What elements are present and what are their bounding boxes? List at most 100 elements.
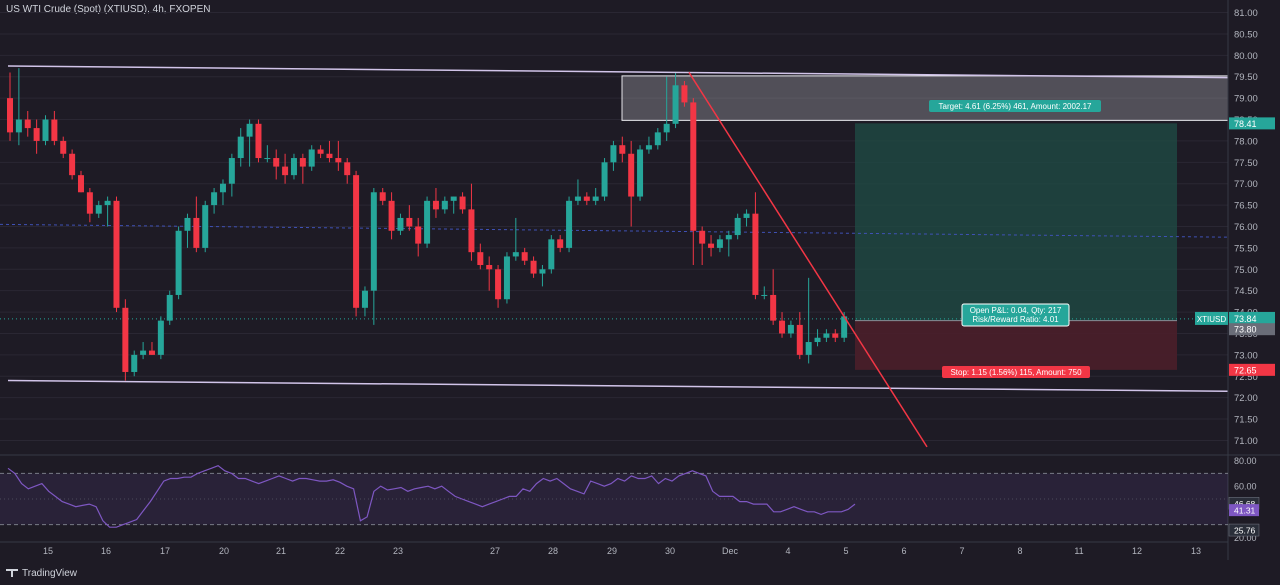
time-axis[interactable]: 15 16 17 20 21 22 23 27 28 29 30 Dec 4 5 6 7 8 11 12 13 — [0, 541, 1228, 556]
target-zone — [855, 123, 1177, 321]
candle-4 — [42, 115, 49, 146]
candle-10 — [95, 200, 102, 218]
rsi-tick-2: 20.00 — [1234, 533, 1257, 543]
candle-91 — [814, 329, 821, 347]
candle-7 — [69, 149, 76, 180]
time-tick-7: 27 — [490, 546, 500, 556]
rsi-badge-value-text: 41.31 — [1234, 506, 1256, 516]
candle-83 — [743, 209, 750, 227]
candle-77 — [690, 98, 697, 266]
candle-93 — [832, 329, 839, 343]
target-price-badge: 78.41 — [1229, 117, 1275, 130]
candle-81 — [725, 230, 732, 257]
candle-36 — [326, 140, 333, 163]
price-tick-20: 71.00 — [1234, 436, 1258, 447]
upper-channel-line[interactable] — [7, 65, 1228, 79]
candle-67 — [601, 158, 608, 201]
price-tick-1: 80.50 — [1234, 29, 1258, 40]
rsi-badge-lower: 25.76 — [1228, 523, 1260, 537]
candle-47 — [424, 196, 431, 248]
candle-3 — [33, 119, 40, 154]
candle-23 — [211, 187, 218, 214]
candle-29 — [264, 145, 271, 163]
candle-28 — [255, 119, 262, 163]
candle-63 — [566, 196, 573, 253]
candle-61 — [548, 235, 555, 274]
candle-76 — [681, 81, 688, 107]
descending-trendline[interactable] — [688, 72, 928, 448]
time-tick-12: 4 — [785, 546, 790, 556]
candle-18 — [166, 290, 173, 325]
target-label[interactable]: Target: 4.61 (6.25%) 461, Amount: 2002.1… — [929, 100, 1101, 112]
candle-73 — [654, 128, 661, 150]
candle-12 — [113, 196, 120, 313]
rsi-line — [7, 465, 856, 528]
time-tick-6: 23 — [393, 546, 403, 556]
tradingview-logo[interactable]: TradingView — [6, 568, 77, 579]
entry-price-badge: 73.80 — [1229, 323, 1275, 336]
candle-66 — [592, 187, 599, 206]
candle-38 — [344, 158, 351, 184]
stop-label[interactable]: Stop: 1.15 (1.56%) 115, Amount: 750 — [942, 366, 1090, 378]
time-tick-2: 17 — [160, 546, 170, 556]
candle-69 — [619, 136, 626, 163]
candle-89 — [796, 312, 803, 360]
candle-46 — [415, 217, 422, 257]
candle-58 — [521, 247, 528, 266]
stop-price-badge: 72.65 — [1229, 363, 1275, 376]
candle-68 — [610, 140, 617, 171]
rsi-badge-upper-text: 46.68 — [1234, 499, 1256, 509]
target-label-text: Target: 4.61 (6.25%) 461, Amount: 2002.1… — [939, 102, 1093, 111]
candle-41 — [370, 187, 377, 325]
price-tick-8: 77.00 — [1234, 179, 1258, 190]
stop-price-badge-text: 72.65 — [1234, 365, 1257, 375]
time-tick-18: 12 — [1132, 546, 1142, 556]
candle-62 — [557, 235, 564, 253]
price-tick-9: 76.50 — [1234, 201, 1258, 212]
rsi-tick-0: 80.00 — [1234, 456, 1257, 466]
time-tick-1: 16 — [101, 546, 111, 556]
time-tick-5: 22 — [335, 546, 345, 556]
time-tick-15: 7 — [959, 546, 964, 556]
candle-85 — [761, 286, 768, 300]
candle-70 — [628, 140, 635, 227]
candle-74 — [663, 76, 670, 141]
lower-channel-line[interactable] — [7, 379, 1228, 392]
stop-zone — [855, 320, 1177, 370]
candle-37 — [335, 140, 342, 171]
price-tick-13: 74.50 — [1234, 286, 1258, 297]
drawings-layer — [7, 65, 1228, 448]
candle-20 — [184, 213, 191, 248]
candle-40 — [361, 286, 368, 317]
price-tick-0: 81.00 — [1234, 8, 1258, 19]
time-tick-11: Dec — [722, 546, 739, 556]
candle-54 — [486, 256, 493, 291]
candle-15 — [140, 342, 147, 360]
candle-19 — [175, 226, 182, 300]
candle-60 — [539, 265, 546, 287]
candle-21 — [193, 196, 200, 253]
price-axis[interactable]: 81.0080.5080.0079.5079.0078.5078.0077.50… — [1195, 0, 1280, 585]
price-tick-3: 79.50 — [1234, 72, 1258, 83]
candle-90 — [805, 277, 812, 364]
candle-25 — [228, 153, 235, 197]
rsi-badge-lower-text: 25.76 — [1234, 526, 1256, 536]
time-tick-4: 21 — [276, 546, 286, 556]
price-tick-12: 75.00 — [1234, 265, 1258, 276]
candle-33 — [299, 153, 306, 184]
time-tick-14: 6 — [901, 546, 906, 556]
candle-51 — [459, 192, 466, 214]
candle-49 — [441, 196, 448, 214]
candle-34 — [308, 145, 315, 171]
open-pnl-label-line1: Open P&L: 0.04, Qty: 217 — [970, 306, 1062, 315]
rsi-tick-1: 60.00 — [1234, 482, 1257, 492]
price-tick-11: 75.50 — [1234, 243, 1258, 254]
candle-79 — [708, 235, 715, 257]
target-price-badge-text: 78.41 — [1234, 119, 1257, 129]
price-axis-bg — [1228, 0, 1280, 585]
candle-39 — [353, 170, 360, 317]
candle-35 — [317, 145, 324, 159]
